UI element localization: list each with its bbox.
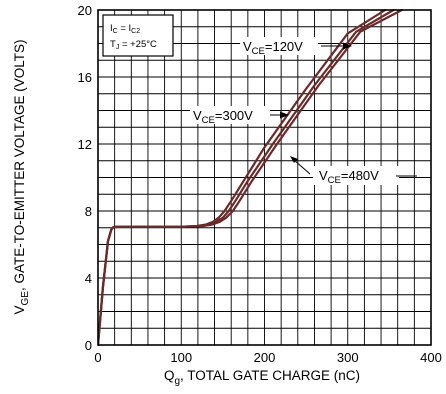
annotation-120-v: V [243, 39, 252, 54]
y-tick-label: 8 [85, 204, 92, 219]
series-line-2 [98, 9, 403, 346]
annotation-300-bg [190, 106, 270, 124]
annotation-120-rest: =120V [265, 39, 303, 54]
annotation-120-sub: CE [252, 46, 265, 57]
annotation-480-v: V [319, 168, 328, 183]
x-axis-title-main: Q [164, 368, 175, 383]
annotation-120-label: VCE=120V [243, 39, 303, 57]
x-tick-label: 400 [420, 350, 442, 365]
condition-current: IC = IC2 [110, 23, 140, 35]
tick-layer: 0 100 200 300 400 0 4 8 12 16 20 [78, 3, 442, 365]
cond-ic-eq: = I [118, 23, 131, 34]
y-tick-label: 20 [78, 3, 92, 18]
annotation-vce-120v: VCE=120V [240, 37, 352, 57]
annotation-vce-300v: VCE=300V [190, 106, 289, 126]
y-tick-label: 16 [78, 70, 92, 85]
plot-frame [97, 9, 432, 346]
condition-temperature: TJ = +25°C [110, 39, 157, 51]
cond-ic2-sub: C2 [131, 28, 140, 35]
series-layer [98, 9, 403, 346]
annotation-480-label: VCE=480V [319, 168, 379, 186]
x-axis-title-sub: g [174, 376, 180, 387]
x-tick-label: 300 [337, 350, 359, 365]
y-axis-title-sub: GE [20, 291, 31, 306]
cond-tj-sub: J [116, 44, 120, 51]
annotation-480-rest: =480V [341, 168, 379, 183]
cond-ic: I [110, 23, 113, 34]
x-axis-title: Qg, TOTAL GATE CHARGE (nC) [164, 368, 360, 387]
y-tick-label: 0 [85, 338, 92, 353]
annotation-480-arrowhead [290, 156, 298, 163]
annotation-300-arrowhead [280, 111, 289, 119]
annotation-480-leader [293, 159, 311, 175]
y-tick-label: 4 [85, 271, 92, 286]
y-axis-title-main: V [12, 305, 27, 314]
annotation-300-label: VCE=300V [193, 108, 253, 126]
cond-tj: T [110, 39, 116, 50]
y-axis-title-rest: , GATE-TO-EMITTER VOLTAGE (VOLTS) [12, 40, 27, 292]
annotation-300-sub: CE [202, 115, 215, 126]
cond-ic-sub: C [113, 28, 118, 35]
conditions-box: IC = IC2 TJ = +25°C [102, 14, 174, 57]
x-tick-label: 200 [254, 350, 276, 365]
annotation-120-bg [240, 37, 318, 55]
annotation-300-rest: =300V [215, 108, 253, 123]
annotation-120-arrowhead [343, 42, 352, 50]
y-tick-label: 12 [78, 137, 92, 152]
y-axis-title: VGE, GATE-TO-EMITTER VOLTAGE (VOLTS) [12, 40, 31, 315]
conditions-box-border [102, 14, 174, 57]
annotation-300-v: V [193, 108, 202, 123]
x-tick-label: 100 [170, 350, 192, 365]
x-axis-title-rest: , TOTAL GATE CHARGE (nC) [180, 368, 360, 383]
annotation-vce-480v: VCE=480V [290, 156, 417, 186]
annotation-480-sub: CE [328, 175, 341, 186]
cond-tj-val: = +25°C [119, 39, 157, 50]
x-tick-label: 0 [94, 350, 101, 365]
annotation-480-bg [313, 166, 399, 185]
